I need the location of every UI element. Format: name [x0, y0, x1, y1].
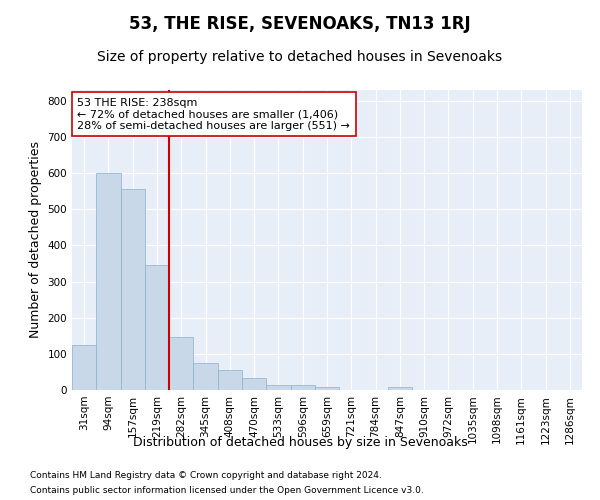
Bar [169, 336, 193, 390]
Bar [388, 387, 412, 390]
Text: 53, THE RISE, SEVENOAKS, TN13 1RJ: 53, THE RISE, SEVENOAKS, TN13 1RJ [129, 15, 471, 33]
Bar [145, 264, 169, 390]
Bar [72, 345, 96, 390]
Text: Distribution of detached houses by size in Sevenoaks: Distribution of detached houses by size … [133, 436, 467, 449]
Bar [121, 190, 145, 390]
Bar [242, 378, 266, 390]
Bar [266, 384, 290, 390]
Bar [315, 388, 339, 390]
Bar [290, 386, 315, 390]
Text: Contains HM Land Registry data © Crown copyright and database right 2024.: Contains HM Land Registry data © Crown c… [30, 471, 382, 480]
Text: Contains public sector information licensed under the Open Government Licence v3: Contains public sector information licen… [30, 486, 424, 495]
Text: 53 THE RISE: 238sqm
← 72% of detached houses are smaller (1,406)
28% of semi-det: 53 THE RISE: 238sqm ← 72% of detached ho… [77, 98, 350, 130]
Bar [193, 363, 218, 390]
Y-axis label: Number of detached properties: Number of detached properties [29, 142, 42, 338]
Text: Size of property relative to detached houses in Sevenoaks: Size of property relative to detached ho… [97, 50, 503, 64]
Bar [96, 173, 121, 390]
Bar [218, 370, 242, 390]
